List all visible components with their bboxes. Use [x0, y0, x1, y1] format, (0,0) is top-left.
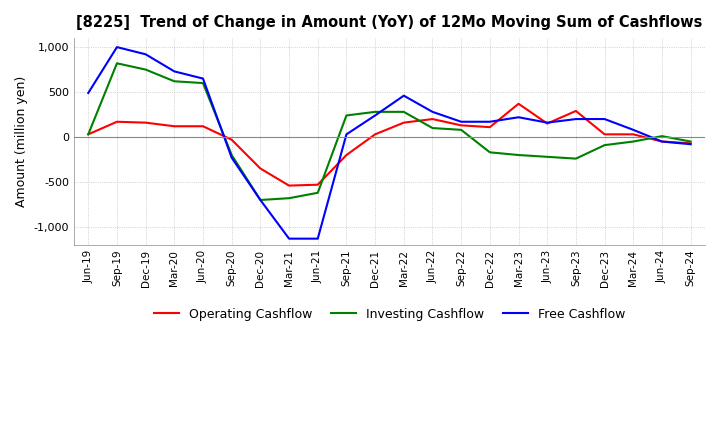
Free Cashflow: [428, 109, 437, 114]
Operating Cashflow: [428, 117, 437, 122]
Line: Free Cashflow: Free Cashflow: [89, 47, 690, 238]
Operating Cashflow: [686, 141, 695, 146]
Investing Cashflow: [629, 139, 638, 144]
Free Cashflow: [170, 69, 179, 74]
Investing Cashflow: [657, 133, 666, 139]
Investing Cashflow: [600, 143, 609, 148]
Operating Cashflow: [600, 132, 609, 137]
Investing Cashflow: [170, 79, 179, 84]
Investing Cashflow: [428, 125, 437, 131]
Investing Cashflow: [342, 113, 351, 118]
Investing Cashflow: [228, 152, 236, 158]
Operating Cashflow: [371, 132, 379, 137]
Operating Cashflow: [657, 139, 666, 144]
Legend: Operating Cashflow, Investing Cashflow, Free Cashflow: Operating Cashflow, Investing Cashflow, …: [149, 303, 630, 326]
Operating Cashflow: [84, 132, 93, 137]
Operating Cashflow: [514, 101, 523, 106]
Line: Operating Cashflow: Operating Cashflow: [89, 104, 690, 186]
Operating Cashflow: [256, 166, 265, 171]
Free Cashflow: [342, 132, 351, 137]
Investing Cashflow: [485, 150, 494, 155]
Investing Cashflow: [686, 139, 695, 144]
Investing Cashflow: [284, 195, 293, 201]
Free Cashflow: [256, 198, 265, 203]
Operating Cashflow: [457, 123, 466, 128]
Investing Cashflow: [199, 81, 207, 86]
Free Cashflow: [600, 117, 609, 122]
Free Cashflow: [485, 119, 494, 125]
Operating Cashflow: [284, 183, 293, 188]
Free Cashflow: [657, 139, 666, 144]
Operating Cashflow: [400, 120, 408, 125]
Free Cashflow: [572, 117, 580, 122]
Investing Cashflow: [256, 198, 265, 203]
Free Cashflow: [112, 44, 121, 50]
Operating Cashflow: [170, 124, 179, 129]
Operating Cashflow: [572, 108, 580, 114]
Operating Cashflow: [629, 132, 638, 137]
Free Cashflow: [543, 120, 552, 125]
Free Cashflow: [686, 142, 695, 147]
Free Cashflow: [284, 236, 293, 241]
Free Cashflow: [400, 93, 408, 98]
Operating Cashflow: [342, 152, 351, 158]
Operating Cashflow: [112, 119, 121, 125]
Investing Cashflow: [543, 154, 552, 159]
Free Cashflow: [514, 114, 523, 120]
Operating Cashflow: [228, 137, 236, 143]
Title: [8225]  Trend of Change in Amount (YoY) of 12Mo Moving Sum of Cashflows: [8225] Trend of Change in Amount (YoY) o…: [76, 15, 703, 30]
Free Cashflow: [371, 113, 379, 118]
Investing Cashflow: [457, 127, 466, 132]
Free Cashflow: [84, 90, 93, 95]
Line: Investing Cashflow: Investing Cashflow: [89, 63, 690, 200]
Investing Cashflow: [141, 67, 150, 72]
Free Cashflow: [228, 155, 236, 160]
Investing Cashflow: [84, 132, 93, 137]
Operating Cashflow: [313, 182, 322, 187]
Operating Cashflow: [199, 124, 207, 129]
Investing Cashflow: [514, 152, 523, 158]
Investing Cashflow: [371, 109, 379, 114]
Investing Cashflow: [400, 109, 408, 114]
Investing Cashflow: [572, 156, 580, 161]
Investing Cashflow: [313, 190, 322, 195]
Operating Cashflow: [141, 120, 150, 125]
Free Cashflow: [457, 119, 466, 125]
Y-axis label: Amount (million yen): Amount (million yen): [15, 76, 28, 207]
Free Cashflow: [629, 127, 638, 132]
Free Cashflow: [141, 51, 150, 57]
Operating Cashflow: [485, 125, 494, 130]
Free Cashflow: [313, 236, 322, 241]
Investing Cashflow: [112, 61, 121, 66]
Operating Cashflow: [543, 121, 552, 126]
Free Cashflow: [199, 76, 207, 81]
